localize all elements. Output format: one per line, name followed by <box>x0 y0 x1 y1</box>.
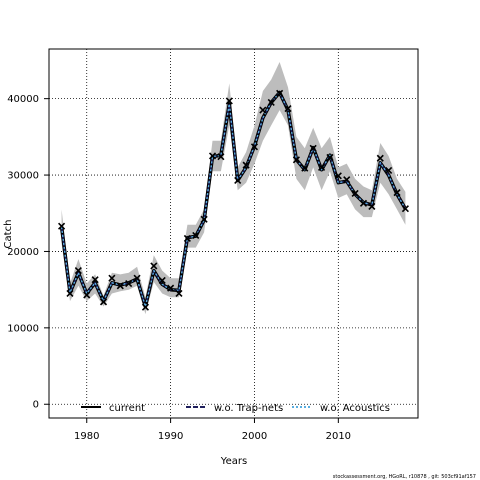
x-axis-ticks: 1980 1990 2000 2010 <box>74 418 351 442</box>
observed-point <box>309 144 317 152</box>
observed-point <box>401 205 409 213</box>
observed-point <box>125 279 133 288</box>
observed-point <box>116 282 124 290</box>
observed-point <box>74 266 82 275</box>
y-tick-label: 10000 <box>7 323 39 334</box>
y-tick-label: 0 <box>33 400 39 411</box>
observed-point <box>192 231 200 239</box>
observed-point <box>83 291 91 299</box>
observed-point <box>267 98 275 107</box>
observed-point <box>250 143 259 151</box>
observed-point <box>284 105 292 113</box>
observed-point <box>225 97 233 105</box>
observed-point <box>217 153 225 161</box>
observed-point <box>343 176 351 184</box>
observed-point <box>301 164 309 172</box>
observed-point <box>276 89 284 97</box>
observed-point <box>376 154 384 162</box>
observed-point <box>208 152 217 160</box>
x-axis-title: Years <box>220 456 247 467</box>
x-tick-label: 1980 <box>74 431 99 442</box>
observed-point <box>368 202 376 210</box>
observed-point <box>334 172 342 180</box>
observed-point <box>167 284 175 292</box>
series-line-w-o-acoustics <box>60 91 407 308</box>
observed-point <box>385 166 393 175</box>
y-axis-title: Catch <box>3 220 14 249</box>
observed-points <box>58 89 409 311</box>
y-tick-label: 30000 <box>7 171 39 182</box>
observed-point <box>141 303 150 311</box>
observed-point <box>351 189 359 197</box>
legend-label-wo-acoustics: w.o. Acoustics <box>320 403 390 414</box>
legend-label-wo-trap-nets: w.o. Trap-nets <box>214 403 283 414</box>
x-tick-label: 2010 <box>326 431 351 442</box>
observed-point <box>158 276 166 285</box>
y-tick-label: 40000 <box>7 94 39 105</box>
observed-point <box>108 274 116 282</box>
observed-point <box>99 298 108 306</box>
observed-point <box>133 274 141 282</box>
observed-point <box>66 289 74 298</box>
legend-label-current: current <box>109 403 145 414</box>
observed-point <box>259 106 267 114</box>
observed-point <box>326 153 334 162</box>
x-tick-label: 1990 <box>158 431 183 442</box>
observed-point <box>200 215 208 223</box>
observed-point <box>393 189 401 197</box>
plot-frame <box>48 48 419 419</box>
observed-point <box>150 262 158 270</box>
footer-note: stockassessment.org, HGoRL, r10878 , git… <box>333 474 476 480</box>
y-tick-label: 20000 <box>7 247 39 258</box>
legend: current w.o. Trap-nets w.o. Acoustics <box>81 403 390 414</box>
observed-point <box>292 156 300 164</box>
observed-point <box>58 222 66 230</box>
y-axis-ticks: 0 10000 20000 30000 40000 <box>7 94 49 411</box>
observed-point <box>234 176 242 184</box>
observed-point <box>317 163 326 171</box>
observed-point <box>359 199 368 207</box>
observed-point <box>91 276 99 284</box>
observed-point <box>175 289 183 298</box>
observed-point <box>183 234 191 243</box>
observed-point <box>242 161 250 169</box>
x-tick-label: 2000 <box>242 431 267 442</box>
